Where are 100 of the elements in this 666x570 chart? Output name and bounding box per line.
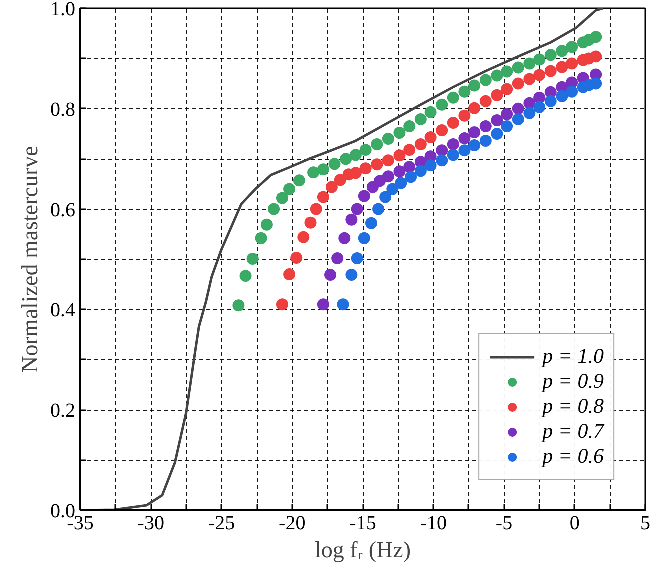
point bbox=[246, 253, 259, 265]
point bbox=[340, 153, 352, 166]
point bbox=[317, 164, 330, 176]
point bbox=[394, 166, 406, 178]
legend-label: p = 0.7 bbox=[542, 419, 604, 444]
legend-label: p = 1.0 bbox=[542, 344, 604, 369]
y-tick-label: 1.0 bbox=[50, 0, 76, 20]
x-axis-title: log fᵣ (Hz) bbox=[315, 538, 411, 562]
point bbox=[380, 191, 392, 204]
point bbox=[458, 86, 471, 98]
point bbox=[544, 49, 557, 62]
point bbox=[293, 174, 306, 187]
point bbox=[255, 232, 268, 244]
point bbox=[298, 231, 310, 244]
point bbox=[414, 165, 427, 178]
point bbox=[360, 144, 372, 156]
point bbox=[276, 192, 288, 204]
point bbox=[346, 269, 358, 282]
x-tick-label: -5 bbox=[496, 512, 513, 534]
x-tick-label: 0 bbox=[570, 512, 580, 534]
point bbox=[404, 120, 416, 132]
point bbox=[351, 252, 364, 264]
legend-label: p = 0.6 bbox=[542, 444, 604, 469]
point bbox=[268, 203, 280, 216]
point bbox=[382, 154, 394, 167]
point bbox=[512, 78, 524, 90]
point bbox=[534, 69, 546, 82]
point bbox=[404, 144, 416, 156]
point bbox=[468, 126, 481, 138]
point bbox=[556, 61, 568, 74]
point bbox=[458, 110, 471, 122]
point bbox=[524, 58, 536, 70]
point bbox=[566, 58, 578, 70]
point bbox=[491, 128, 504, 140]
point bbox=[334, 174, 346, 186]
point bbox=[382, 133, 394, 146]
point bbox=[260, 218, 273, 231]
point bbox=[310, 203, 322, 216]
point bbox=[304, 216, 317, 229]
point bbox=[337, 298, 350, 311]
point bbox=[534, 92, 546, 104]
point bbox=[534, 54, 546, 66]
x-tick-label: 5 bbox=[640, 512, 650, 534]
point bbox=[512, 62, 524, 74]
point bbox=[424, 160, 437, 172]
point bbox=[358, 232, 370, 244]
y-tick-label: 0.6 bbox=[50, 199, 76, 222]
point bbox=[414, 138, 427, 151]
point bbox=[468, 102, 481, 114]
x-tick-label: -25 bbox=[208, 512, 236, 534]
point bbox=[332, 252, 344, 264]
point bbox=[394, 127, 406, 139]
y-tick-label: 0.8 bbox=[50, 98, 76, 121]
point bbox=[351, 203, 364, 216]
point bbox=[350, 149, 362, 162]
point bbox=[447, 92, 460, 104]
point bbox=[346, 214, 358, 226]
point bbox=[358, 190, 370, 202]
point bbox=[458, 144, 471, 157]
y-axis-title: Normalized mastercurve bbox=[18, 146, 42, 373]
point bbox=[317, 191, 330, 204]
point bbox=[436, 144, 448, 157]
point bbox=[382, 170, 394, 183]
y-tick-label: 0.4 bbox=[50, 300, 76, 322]
point bbox=[491, 114, 504, 126]
point bbox=[590, 31, 602, 44]
point bbox=[308, 166, 320, 179]
point bbox=[232, 300, 245, 312]
point bbox=[290, 252, 303, 264]
x-tick-label: -15 bbox=[350, 512, 376, 534]
point bbox=[240, 270, 252, 282]
point bbox=[480, 74, 492, 86]
point bbox=[544, 95, 557, 108]
point bbox=[480, 135, 492, 148]
point bbox=[372, 203, 385, 216]
point bbox=[458, 132, 471, 145]
point bbox=[284, 183, 296, 196]
point bbox=[338, 232, 351, 244]
point bbox=[447, 138, 460, 151]
point bbox=[566, 41, 578, 54]
point bbox=[371, 138, 384, 151]
point bbox=[365, 217, 378, 230]
point bbox=[424, 132, 437, 144]
point bbox=[324, 269, 337, 282]
point bbox=[326, 181, 338, 194]
point bbox=[566, 86, 578, 98]
legend-label: p = 0.8 bbox=[542, 394, 604, 419]
point bbox=[501, 120, 514, 132]
point bbox=[468, 80, 481, 92]
point bbox=[501, 83, 514, 96]
point bbox=[447, 149, 460, 162]
point bbox=[556, 45, 568, 58]
x-tick-label: -30 bbox=[138, 512, 164, 534]
point bbox=[436, 124, 448, 136]
point bbox=[512, 113, 524, 126]
point bbox=[405, 171, 418, 184]
point bbox=[480, 95, 492, 108]
point bbox=[491, 89, 504, 102]
y-tick-label: 0.2 bbox=[50, 400, 76, 422]
point bbox=[534, 101, 546, 114]
